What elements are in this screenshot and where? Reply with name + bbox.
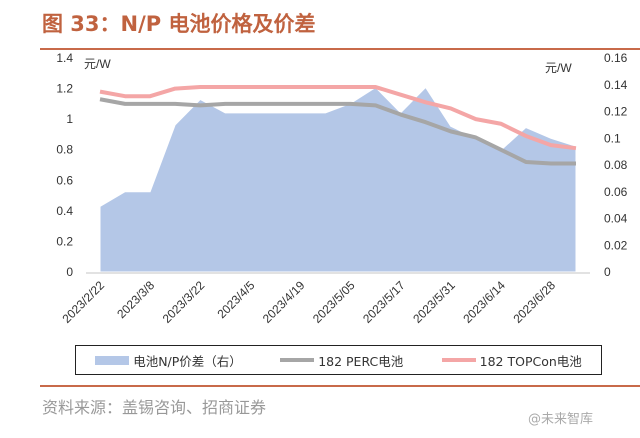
- x-tick-label: 2023/2/22: [59, 278, 107, 326]
- legend: 电池N/P价差（右） 182 PERC电池 182 TOPCon电池: [75, 345, 602, 375]
- legend-label: 182 TOPCon电池: [479, 353, 582, 369]
- source-rule: [40, 385, 640, 387]
- topcon-line: [99, 85, 577, 151]
- legend-swatch: [280, 358, 315, 362]
- legend-label: 电池N/P价差（右）: [133, 353, 242, 369]
- legend-label: 182 PERC电池: [318, 353, 404, 369]
- chart: 0 0.2 0.4 0.6 0.8 1 1.2 1.4 0 0.02 0.04 0.06 0.08 0.1…: [56, 51, 628, 326]
- figure-title: 图 33：N/P 电池价格及价差: [42, 12, 316, 36]
- legend-swatch: [441, 358, 476, 362]
- right-tick-label: 0: [604, 265, 611, 279]
- perc-line: [99, 97, 576, 166]
- right-tick-label: 0.08: [604, 158, 628, 172]
- legend-item: 182 TOPCon电池: [441, 351, 582, 370]
- right-tick-label: 0.04: [604, 212, 628, 226]
- x-tick-label: 2023/3/8: [114, 278, 157, 321]
- x-tick-label: 2023/5/05: [310, 278, 358, 326]
- left-tick-label: 0.8: [56, 143, 73, 157]
- left-tick-label: 0.6: [56, 173, 73, 187]
- source-note: 资料来源：盖锡咨询、招商证券: [42, 398, 267, 417]
- x-tick-label: 2023/3/22: [160, 278, 208, 326]
- right-tick-label: 0.02: [604, 238, 628, 252]
- x-tick-label: 2023/6/28: [510, 278, 558, 326]
- legend-swatch: [95, 355, 130, 365]
- x-tick-label: 2023/5/17: [360, 278, 408, 326]
- left-tick-label: 1.2: [56, 82, 73, 96]
- left-tick-label: 0.2: [56, 234, 73, 248]
- legend-item: 182 PERC电池: [280, 351, 403, 370]
- right-tick-label: 0.1: [604, 131, 621, 145]
- x-tick-label: 2023/4/5: [215, 278, 258, 321]
- title-rule: [40, 48, 640, 50]
- right-tick-label: 0.06: [604, 185, 628, 199]
- np-spread-area: [99, 86, 577, 273]
- left-tick-label: 1: [66, 112, 73, 126]
- left-tick-label: 0.4: [56, 204, 73, 218]
- watermark: @未来智库: [528, 412, 594, 427]
- right-tick-label: 0.12: [604, 105, 628, 119]
- legend-item: 电池N/P价差（右）: [95, 351, 242, 370]
- left-tick-label: 0: [66, 265, 73, 279]
- x-tick-label: 2023/5/31: [410, 278, 458, 326]
- x-tick-label: 2023/6/14: [460, 278, 508, 326]
- right-axis-unit: 元/W: [545, 61, 572, 75]
- x-tick-label: 2023/4/19: [260, 278, 308, 326]
- right-tick-label: 0.14: [604, 78, 628, 92]
- left-tick-label: 1.4: [56, 51, 73, 65]
- left-axis-unit: 元/W: [84, 57, 111, 71]
- right-tick-label: 0.16: [604, 51, 628, 65]
